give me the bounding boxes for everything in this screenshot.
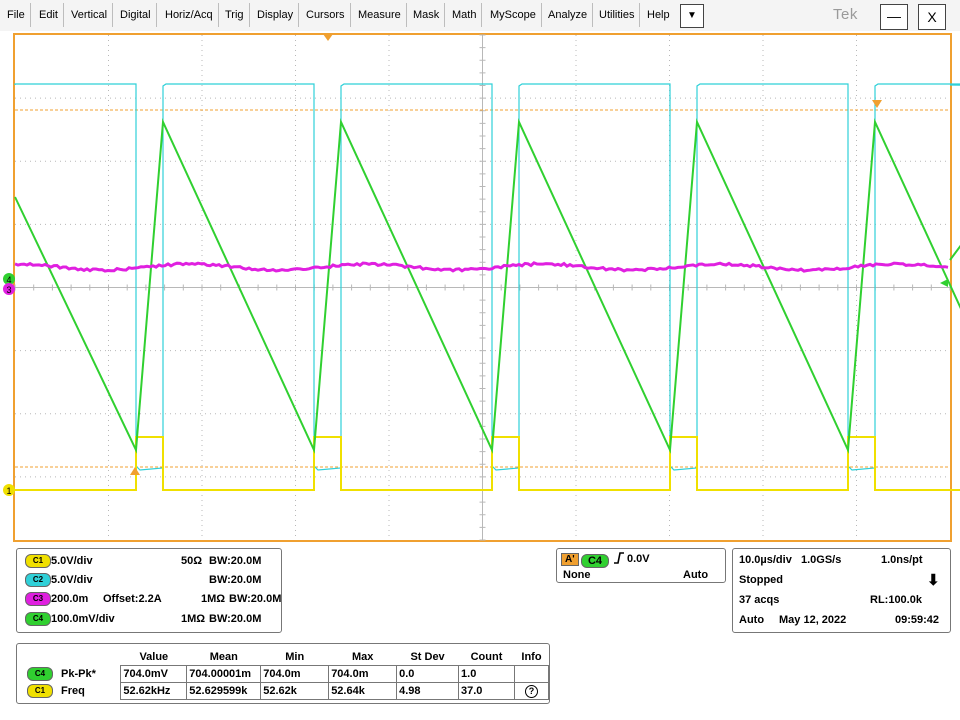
meas2-mean: 52.629599k xyxy=(187,683,261,700)
meas2-source-badge[interactable]: C1 xyxy=(27,684,53,698)
sample-rate: 1.0GS/s xyxy=(801,554,841,566)
ch1-impedance: 50Ω xyxy=(181,552,202,570)
measurement-row[interactable]: C4 Pk-Pk* 704.0mV 704.00001m 704.0m 704.0… xyxy=(25,666,549,683)
header-count: Count xyxy=(459,649,515,666)
acquisition-panel[interactable]: 10.0µs/div 1.0GS/s 1.0ns/pt Stopped ⬇ 37… xyxy=(732,548,951,633)
meas1-mean: 704.00001m xyxy=(187,666,261,683)
header-mean: Mean xyxy=(187,649,261,666)
time: 09:59:42 xyxy=(895,614,939,626)
ch4-scale: 100.0mV/div xyxy=(51,610,115,628)
trigger-position-marker[interactable] xyxy=(323,34,333,41)
meas1-stdev: 0.0 xyxy=(397,666,459,683)
meas1-name: Pk-Pk* xyxy=(61,668,96,680)
svg-text:1: 1 xyxy=(6,486,11,496)
waveform-canvas: 4 3 1 xyxy=(0,0,960,545)
measurement-header-row: Value Mean Min Max St Dev Count Info xyxy=(25,649,549,666)
ch3-offset: Offset:2.2A xyxy=(103,590,162,608)
trigger-mode: Auto xyxy=(683,569,708,581)
channel-row-4[interactable]: C4 100.0mV/div 1MΩ BW:20.0M xyxy=(25,610,275,628)
ch4-badge[interactable]: C4 xyxy=(25,612,51,626)
ch4-bandwidth: BW:20.0M xyxy=(209,610,261,628)
ch2-scale: 5.0V/div xyxy=(51,571,93,589)
meas1-info xyxy=(514,666,548,683)
ch2-bandwidth: BW:20.0M xyxy=(209,571,261,589)
ch4-trace xyxy=(15,122,960,450)
meas1-count: 1.0 xyxy=(459,666,515,683)
measurement-row[interactable]: C1 Freq 52.62kHz 52.629599k 52.62k 52.64k… xyxy=(25,683,549,700)
trigger-level: 0.0V xyxy=(627,553,650,565)
ch4-impedance: 1MΩ xyxy=(181,610,205,628)
ch3-scale: 200.0m xyxy=(51,590,88,608)
meas2-value: 52.62kHz xyxy=(121,683,187,700)
meas1-value: 704.0mV xyxy=(121,666,187,683)
timebase: 10.0µs/div xyxy=(739,554,792,566)
header-stdev: St Dev xyxy=(397,649,459,666)
measurement-panel[interactable]: Value Mean Min Max St Dev Count Info C4 P… xyxy=(16,643,550,704)
ch1-badge[interactable]: C1 xyxy=(25,554,51,568)
ch3-impedance: 1MΩ xyxy=(201,590,225,608)
date: May 12, 2022 xyxy=(779,614,846,626)
header-max: Max xyxy=(329,649,397,666)
meas2-min: 52.62k xyxy=(261,683,329,700)
meas1-source-badge[interactable]: C4 xyxy=(27,667,53,681)
measurement-table: Value Mean Min Max St Dev Count Info C4 P… xyxy=(25,649,549,700)
trigger-mode-badge: A' xyxy=(561,553,579,566)
meas1-max: 704.0m xyxy=(329,666,397,683)
graticule xyxy=(15,35,950,540)
ch4-trigger-level-marker[interactable] xyxy=(940,279,948,287)
cursor-marker-upper[interactable] xyxy=(872,100,882,108)
trigger-source-badge[interactable]: C4 xyxy=(581,554,609,568)
meas2-stdev: 4.98 xyxy=(397,683,459,700)
ch2-trace xyxy=(15,84,960,470)
channel-row-2[interactable]: C2 5.0V/div BW:20.0M xyxy=(25,571,275,589)
ch3-badge[interactable]: C3 xyxy=(25,592,51,606)
ch1-marker[interactable]: 1 xyxy=(3,484,15,496)
meas1-min: 704.0m xyxy=(261,666,329,683)
record-length: RL:100.0k xyxy=(870,594,922,606)
ch3-trace xyxy=(15,263,948,271)
ch1-scale: 5.0V/div xyxy=(51,552,93,570)
channel-row-3[interactable]: C3 200.0m Offset:2.2A 1MΩ BW:20.0M xyxy=(25,590,275,608)
ch1-trace xyxy=(15,437,960,490)
meas2-max: 52.64k xyxy=(329,683,397,700)
svg-text:3: 3 xyxy=(6,285,11,295)
meas2-count: 37.0 xyxy=(459,683,515,700)
arrow-down-icon: ⬇ xyxy=(927,571,940,589)
sample-resolution: 1.0ns/pt xyxy=(881,554,923,566)
ch3-marker[interactable]: 3 xyxy=(3,283,15,295)
header-value: Value xyxy=(121,649,187,666)
header-min: Min xyxy=(261,649,329,666)
trigger-mode-status: Auto xyxy=(739,614,764,626)
acquisition-state: Stopped xyxy=(739,574,783,586)
acquisition-count: 37 acqs xyxy=(739,594,779,606)
ch1-bandwidth: BW:20.0M xyxy=(209,552,261,570)
rising-edge-icon xyxy=(613,551,625,568)
trigger-coupling: None xyxy=(563,569,591,581)
channel-row-1[interactable]: C1 5.0V/div 50Ω BW:20.0M xyxy=(25,552,275,570)
ch2-badge[interactable]: C2 xyxy=(25,573,51,587)
info-icon[interactable]: ? xyxy=(514,683,548,700)
ch3-bandwidth: BW:20.0M xyxy=(229,590,281,608)
channel-settings-panel[interactable]: C1 5.0V/div 50Ω BW:20.0M C2 5.0V/div BW:… xyxy=(16,548,282,633)
meas2-name: Freq xyxy=(61,685,85,697)
trigger-panel[interactable]: A' C4 0.0V None Auto xyxy=(556,548,726,583)
header-info: Info xyxy=(514,649,548,666)
